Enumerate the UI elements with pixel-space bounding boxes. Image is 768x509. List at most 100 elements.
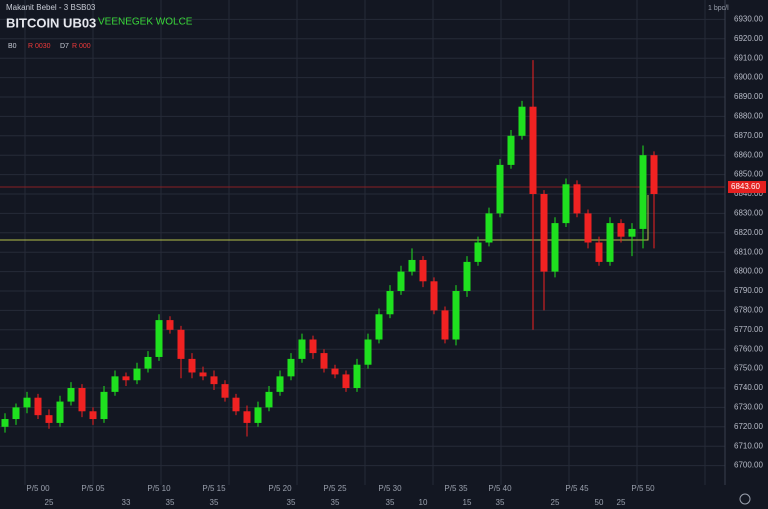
- candle-body: [210, 376, 218, 385]
- stat: B0: [8, 43, 17, 50]
- x-tick-label: P/5 05: [81, 484, 105, 493]
- candle-body: [540, 194, 548, 272]
- candle-body: [309, 339, 317, 354]
- candle-body: [287, 358, 295, 377]
- y-tick-label: 6790.00: [734, 286, 763, 295]
- candle-body: [386, 291, 394, 315]
- x-sub-label: 25: [551, 498, 560, 507]
- candle-body: [551, 223, 559, 272]
- candle-body: [23, 397, 31, 408]
- candle-body: [617, 223, 625, 237]
- y-tick-label: 6750.00: [734, 364, 763, 373]
- candle-body: [122, 376, 130, 381]
- stat: R 0030: [28, 43, 51, 50]
- x-sub-label: 35: [166, 498, 175, 507]
- candle-body: [628, 228, 636, 237]
- y-tick-label: 6880.00: [734, 112, 763, 121]
- indicator: VEENEGEK WOLCE: [98, 17, 193, 28]
- candle-body: [452, 291, 460, 340]
- candle-body: [1, 419, 9, 427]
- candle-body: [650, 155, 658, 194]
- y-tick-label: 6890.00: [734, 92, 763, 101]
- x-sub-label: 10: [419, 498, 428, 507]
- candle-body: [364, 339, 372, 365]
- y-tick-label: 6760.00: [734, 344, 763, 353]
- price-badge: [728, 181, 766, 194]
- candle-body: [331, 368, 339, 375]
- stat: D7: [60, 43, 69, 50]
- candle-body: [573, 184, 581, 214]
- settings-icon[interactable]: [739, 493, 751, 505]
- candle-body: [474, 242, 482, 262]
- candle-body: [254, 407, 262, 423]
- price-label: 6843.60: [731, 182, 760, 191]
- plot: [0, 60, 725, 437]
- x-tick-label: P/5 20: [268, 484, 292, 493]
- candle-body: [133, 368, 141, 381]
- candle-body: [353, 364, 361, 388]
- candle-body: [100, 391, 108, 420]
- candle-body: [276, 376, 284, 392]
- candle-body: [298, 339, 306, 359]
- subtitle: Makanit Bebel - 3 BSB03: [6, 3, 96, 12]
- candle-body: [408, 259, 416, 272]
- candle-body: [34, 397, 42, 416]
- candle-body: [485, 213, 493, 243]
- x-tick-label: P/5 35: [444, 484, 468, 493]
- x-sub-label: 25: [617, 498, 626, 507]
- candle-body: [45, 415, 53, 423]
- y-tick-label: 6820.00: [734, 228, 763, 237]
- y-tick-label: 6780.00: [734, 306, 763, 315]
- y-tick-label: 6930.00: [734, 15, 763, 24]
- y-tick-label: 6920.00: [734, 34, 763, 43]
- candle-body: [155, 320, 163, 357]
- x-tick-label: P/5 25: [323, 484, 347, 493]
- y-tick-label: 6740.00: [734, 383, 763, 392]
- candle-body: [518, 106, 526, 136]
- x-tick-label: P/5 15: [202, 484, 226, 493]
- candle-body: [188, 358, 196, 373]
- candle-body: [56, 401, 64, 423]
- y-tick-label: 6910.00: [734, 53, 763, 62]
- candle-body: [166, 320, 174, 330]
- candle-body: [430, 281, 438, 311]
- candle-body: [397, 271, 405, 291]
- x-tick-label: P/5 00: [26, 484, 50, 493]
- candle-body: [584, 213, 592, 243]
- y-tick-label: 6830.00: [734, 209, 763, 218]
- candle-body: [375, 314, 383, 340]
- x-tick-label: P/5 30: [378, 484, 402, 493]
- x-tick-label: P/5 50: [631, 484, 655, 493]
- candle-body: [463, 261, 471, 291]
- candle-body: [441, 310, 449, 340]
- candle-body: [562, 184, 570, 224]
- x-tick-label: P/5 45: [565, 484, 589, 493]
- y-tick-label: 6720.00: [734, 422, 763, 431]
- x-sub-label: 35: [210, 498, 219, 507]
- y-tick-label: 6840.00: [734, 189, 763, 198]
- x-sub-label: 35: [386, 498, 395, 507]
- vertical-grid: [0, 0, 725, 485]
- candle-body: [67, 388, 75, 402]
- candle-body: [265, 391, 273, 408]
- x-sub-label: 15: [463, 498, 472, 507]
- y-tick-label: 6700.00: [734, 461, 763, 470]
- y-tick-label: 6860.00: [734, 150, 763, 159]
- candle-body: [606, 223, 614, 262]
- y-tick-label: 6870.00: [734, 131, 763, 140]
- y-tick-label: 6710.00: [734, 441, 763, 450]
- candle-body: [199, 372, 207, 377]
- candle-body: [639, 155, 647, 229]
- candle-body: [496, 164, 504, 214]
- candle-body: [111, 376, 119, 392]
- title: BITCOIN UB03: [6, 15, 96, 30]
- y-tick-label: 6770.00: [734, 325, 763, 334]
- x-sub-label: 50: [595, 498, 604, 507]
- y-tick-label: 6810.00: [734, 247, 763, 256]
- candle-body: [232, 397, 240, 412]
- candle-body: [595, 242, 603, 262]
- stat: R 000: [72, 43, 91, 50]
